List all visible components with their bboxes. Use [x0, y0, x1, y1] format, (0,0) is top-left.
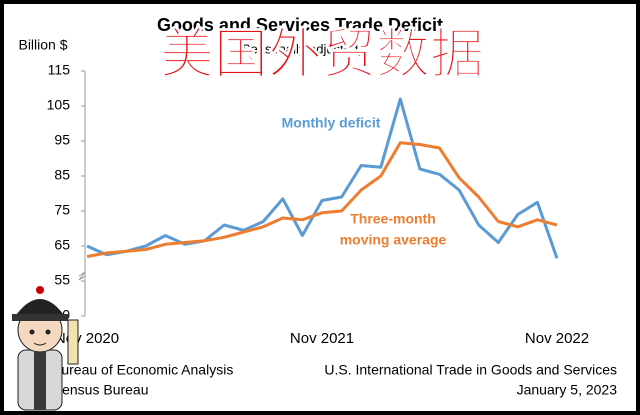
y-tick-label: 85 [54, 167, 70, 183]
y-tick-label: 105 [47, 97, 71, 113]
annotation: moving average [340, 232, 447, 248]
x-tick-label: Nov 2022 [525, 330, 589, 347]
annotation: Three-month [350, 211, 436, 227]
axis-break [78, 271, 86, 281]
cartoon-figure [12, 286, 79, 411]
source-line: Bureau of Economic Analysis [52, 362, 233, 378]
y-axis-label: Billion $ [18, 37, 67, 53]
y-tick-label: 65 [54, 237, 70, 253]
chart-title: Goods and Services Trade Deficit [157, 15, 443, 35]
source-line: Census Bureau [52, 382, 149, 398]
x-tick-label: Nov 2020 [55, 330, 119, 347]
y-tick-label: 75 [54, 202, 70, 218]
series-line [86, 97, 559, 259]
publication-line: January 5, 2023 [517, 382, 618, 398]
y-tick-label: 115 [48, 62, 71, 78]
overlay-text: 美国外贸数据 [160, 24, 484, 84]
y-tick-label: 95 [54, 132, 70, 148]
y-tick-label: 55 [54, 272, 70, 288]
series-line [86, 141, 558, 258]
publication-line: U.S. International Trade in Goods and Se… [324, 362, 617, 378]
x-tick-label: Nov 2021 [290, 330, 354, 347]
chart-subtitle: (Seasonally adjusted) [237, 41, 362, 56]
annotation: Monthly deficit [282, 115, 381, 131]
